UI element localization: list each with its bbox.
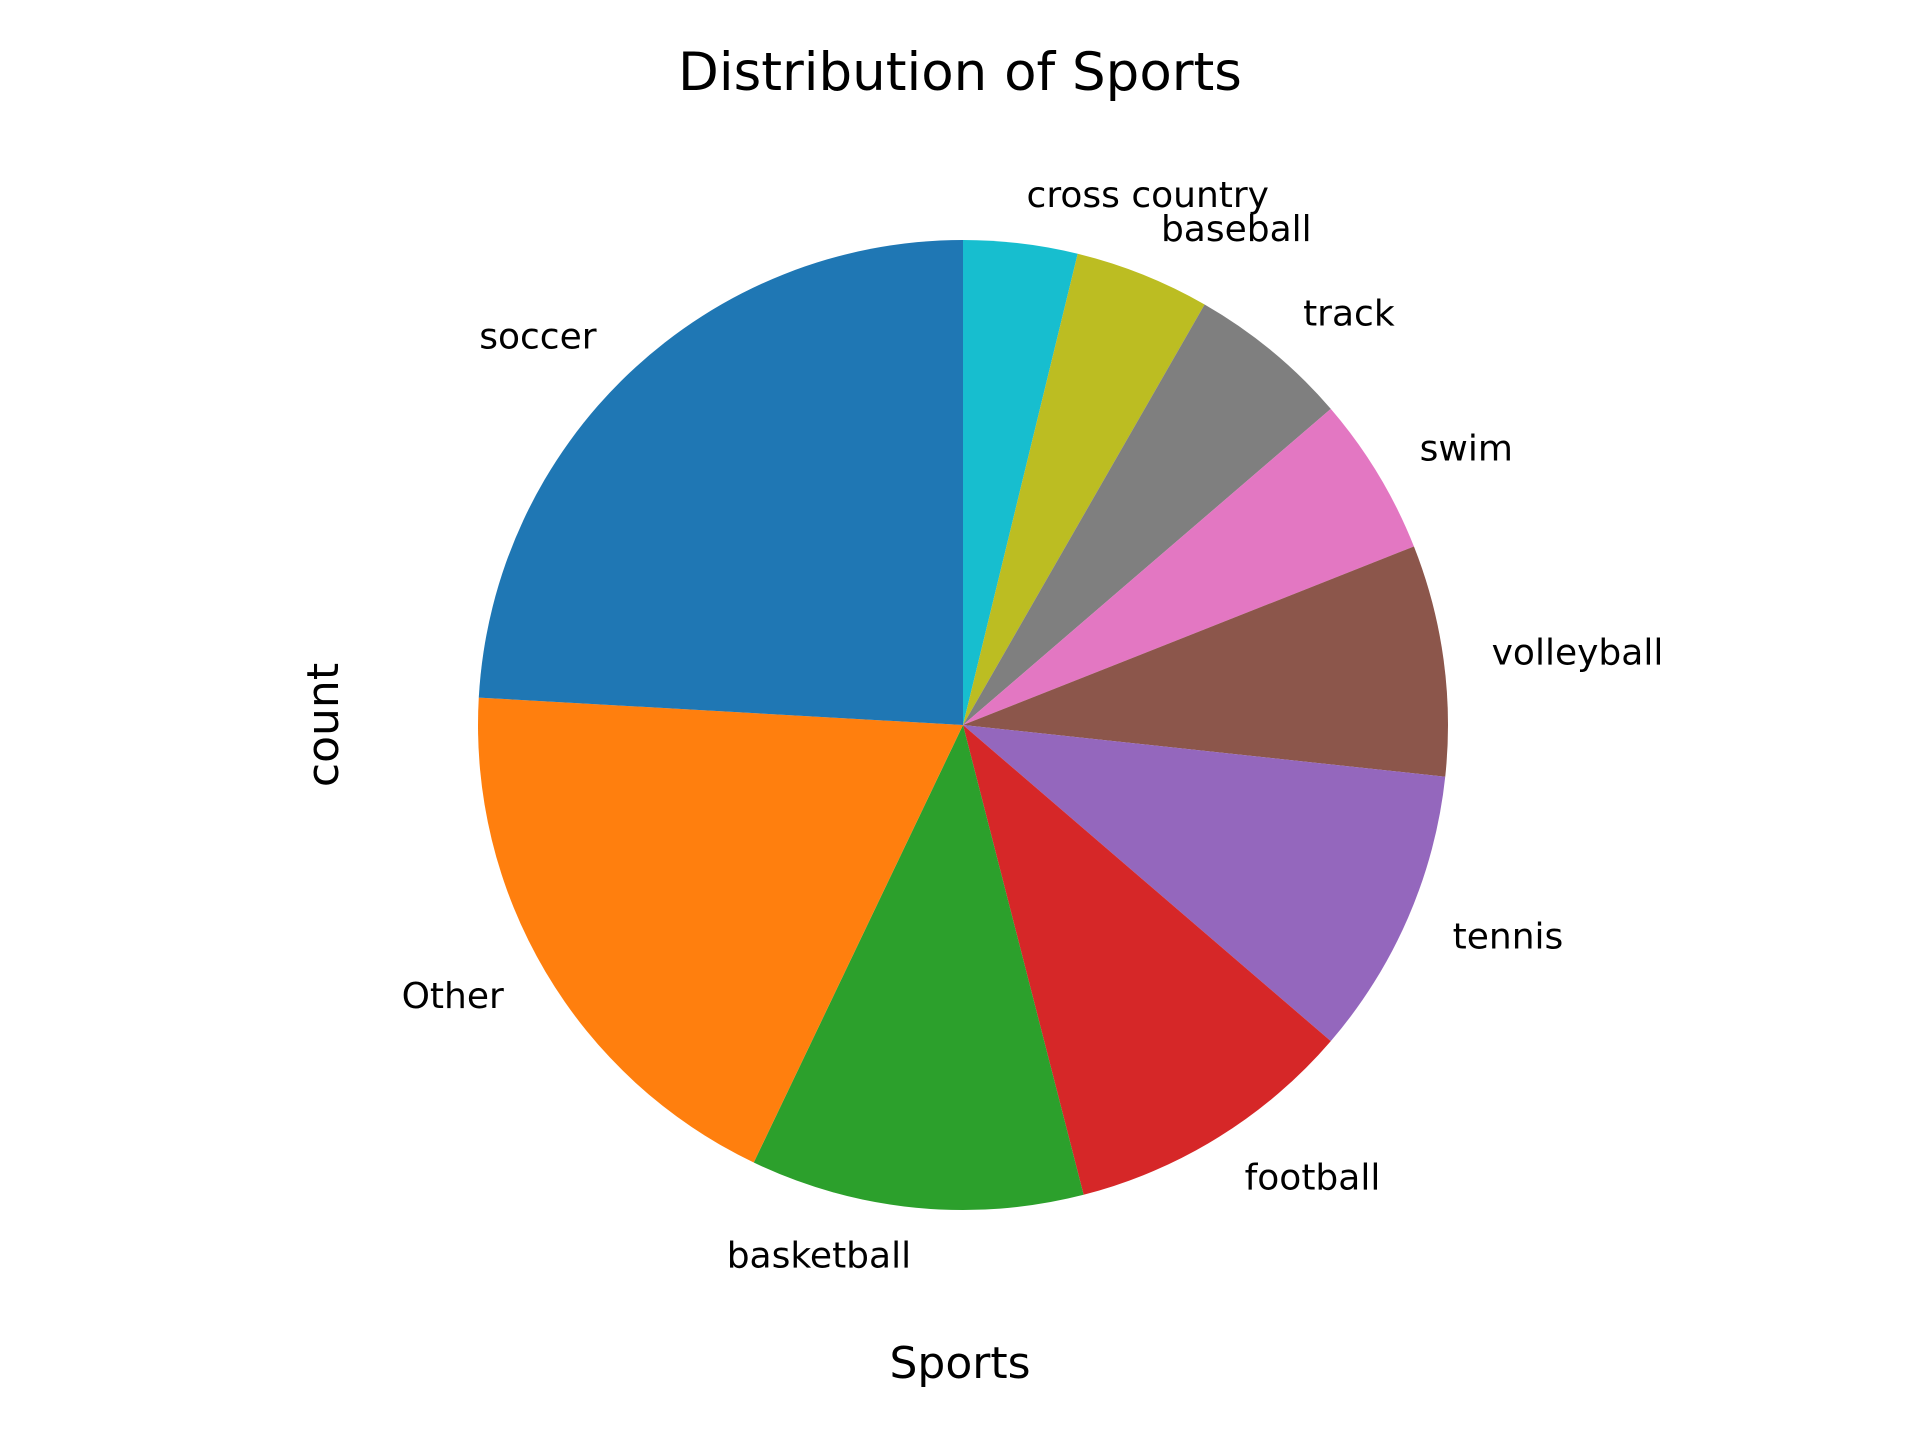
y-axis-label: count (298, 663, 349, 787)
pie-label-volleyball: volleyball (1492, 633, 1664, 674)
pie-slice-volleyball (963, 546, 1448, 777)
pie-slice-cross-country (963, 240, 1078, 725)
pie-slices (478, 240, 1448, 1210)
pie-label-tennis: tennis (1453, 916, 1564, 957)
pie-slice-swim (963, 408, 1414, 725)
pie-label-other: Other (402, 976, 504, 1017)
pie-label-soccer: soccer (479, 317, 597, 358)
pie-slice-football (963, 725, 1331, 1195)
pie-label-cross-country: cross country (1027, 175, 1269, 216)
pie-slice-tennis (963, 725, 1446, 1042)
pie-label-track: track (1303, 293, 1395, 334)
pie-slice-soccer (478, 240, 963, 725)
pie-slice-baseball (963, 253, 1205, 725)
pie-label-football: football (1245, 1158, 1381, 1199)
pie-label-swim: swim (1420, 429, 1513, 470)
pie-slice-track (963, 304, 1331, 725)
pie-label-baseball: baseball (1161, 209, 1312, 250)
pie-slice-basketball (753, 725, 1084, 1210)
pie-slice-other (478, 697, 963, 1163)
chart-title: Distribution of Sports (678, 42, 1242, 103)
pie-label-basketball: basketball (727, 1235, 911, 1276)
x-axis-label: Sports (889, 1338, 1030, 1389)
